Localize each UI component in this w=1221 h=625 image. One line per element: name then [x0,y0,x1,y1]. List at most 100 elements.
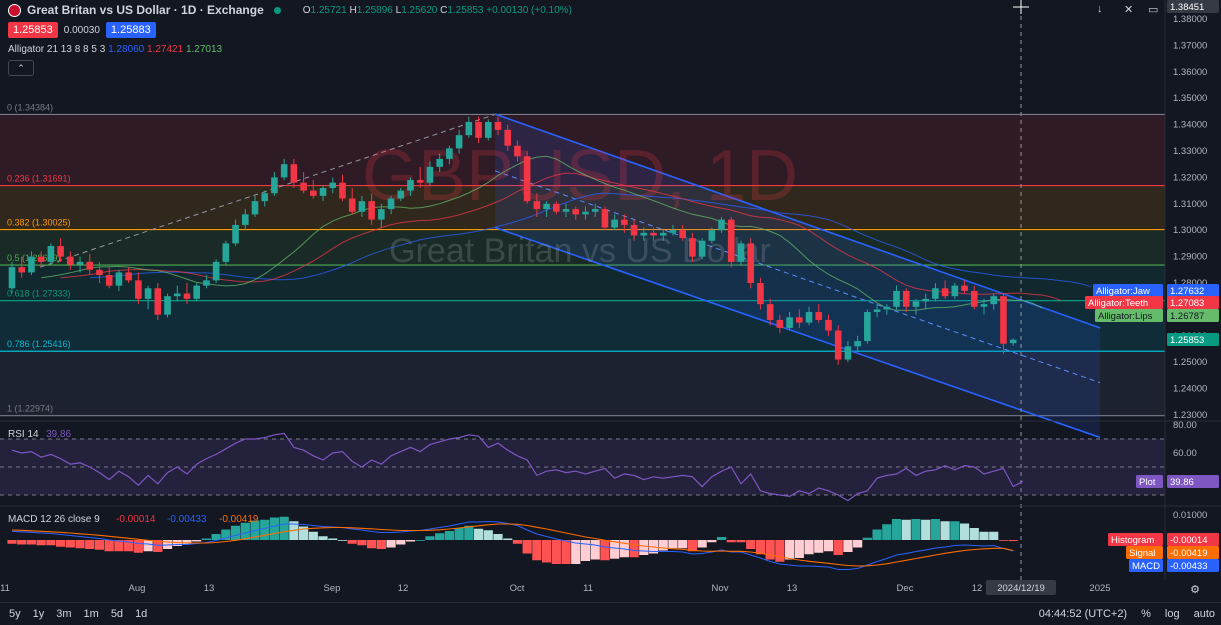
candle-body [212,261,220,281]
candle-body [96,269,103,276]
candle-body [553,203,560,212]
macd-histogram-bar [580,540,591,561]
symbol-title[interactable]: Great Britan vs US Dollar · 1D · Exchang… [27,3,264,17]
teeth-tag-value-box [1167,296,1219,309]
candle-body [883,306,891,310]
range-1m[interactable]: 1m [83,608,99,620]
sell-button[interactable]: 1.25853 [8,22,58,38]
price-tick: 1.37000 [1173,40,1207,51]
macd-histogram-bar [75,540,85,549]
window-icon[interactable]: ▭ [1148,4,1159,16]
candle-body [436,158,443,167]
log-toggle[interactable]: log [1164,608,1180,620]
macd-histogram-bar [707,540,717,543]
candle-body [912,301,920,307]
candle-body [183,293,191,299]
macd-histogram-bar [911,519,921,540]
candle-body [757,283,764,305]
candle-body [154,288,162,315]
candle-body [737,243,745,262]
scroll-down-icon[interactable]: ↓ [1097,3,1103,15]
candle-body [834,330,842,360]
macd-histogram-bar [833,540,843,555]
last-price-tag: 1.25853 [1170,335,1204,346]
rsi-plot-label: Plot [1139,477,1156,488]
macd-histogram-bar [755,540,766,555]
lips-tag-label-box [1095,309,1163,322]
time-tick: 11 [583,583,593,594]
macd-histogram-bar [872,529,882,540]
candle-body [727,219,735,262]
macd-macd-value-box [1167,559,1219,572]
clock[interactable]: 04:44:52 (UTC+2) [1038,608,1128,620]
macd-histogram-bar [357,540,367,546]
range-1y[interactable]: 1y [32,608,45,620]
close-icon[interactable]: ✕ [1124,4,1134,16]
range-1d[interactable]: 1d [135,608,148,620]
jaw-tag-value: 1.27632 [1170,286,1204,297]
percent-toggle[interactable]: % [1141,608,1151,620]
channel-fill [495,114,1100,438]
buy-button[interactable]: 1.25883 [105,22,156,38]
fib-zone [0,300,1165,352]
candle-body [232,224,239,244]
candle-body [164,296,171,315]
macd-histogram-bar [940,521,950,540]
collapse-legend-button[interactable]: ⌃ [8,60,34,76]
candle-body [57,246,64,257]
auto-toggle[interactable]: auto [1193,608,1215,620]
fib-zone [0,351,1165,416]
range-3m[interactable]: 3m [56,608,72,620]
fib-trend-line [39,113,496,268]
candle-body [348,198,356,212]
macd-histogram-bar [590,540,600,560]
candle-body [951,285,959,297]
candle-body [378,209,385,220]
macd-histogram-bar [444,531,454,540]
candle-body [416,180,424,183]
time-axis[interactable]: 11 Aug 13 Sep 12 Oct 11 Nov 13 Dec 12 2025 2024/12/1… [0,580,1200,596]
price-axis[interactable]: 1.38000 1.37000 1.36000 1.35000 1.34000 1.330… [1173,14,1207,521]
candle-body [368,201,375,220]
macd-histogram-bar [823,540,834,552]
rsi-pane: RSI 14 39.86 [0,429,1165,502]
macd-histogram-bar [85,540,95,549]
candle-body [582,211,589,215]
candle-body [290,164,298,183]
market-open-dot [273,6,281,14]
candle-body [854,341,861,347]
candle-body [339,182,346,199]
rsi-tick: 60.00 [1173,448,1197,459]
candle-body [659,232,667,236]
macd-histogram-bar [687,540,697,552]
candle-body [310,190,317,196]
watermark-symbol: GBPUSD, 1D [362,136,798,216]
price-tick: 1.25000 [1173,357,1207,368]
candle-body [465,121,473,136]
candle-body [543,203,550,210]
macd-histogram-bar [794,540,804,558]
macd-histogram-bar [600,540,610,561]
watermark: GBPUSD, 1D Great Britan vs US Dollar [362,136,798,270]
range-5y[interactable]: 5y [9,608,21,620]
candle-body [193,285,200,299]
macd-legend-macd: -0.00433 [167,514,207,525]
candle-body [611,219,618,228]
alligator-legend[interactable]: Alligator 21 13 8 8 5 3 1.28060 1.27421 … [8,44,222,55]
macd-histogram-bar [901,519,911,540]
candle-body [562,209,570,212]
macd-histogram-bar [367,540,377,549]
candle-body [747,243,755,283]
rsi-plot-value: 39.86 [1170,477,1194,488]
jaw-tag-label: Alligator:Jaw [1096,286,1150,297]
macd-histogram-bar [201,538,211,540]
range-5d[interactable]: 5d [110,608,124,620]
candle-body [300,182,307,191]
macd-histogram-bar [347,540,357,544]
candle-body [105,275,113,286]
macd-macd-value: -0.00433 [1170,561,1208,572]
macd-histogram-bar [211,534,221,540]
candle-body [76,261,84,265]
macd-histogram-bar [192,540,202,542]
